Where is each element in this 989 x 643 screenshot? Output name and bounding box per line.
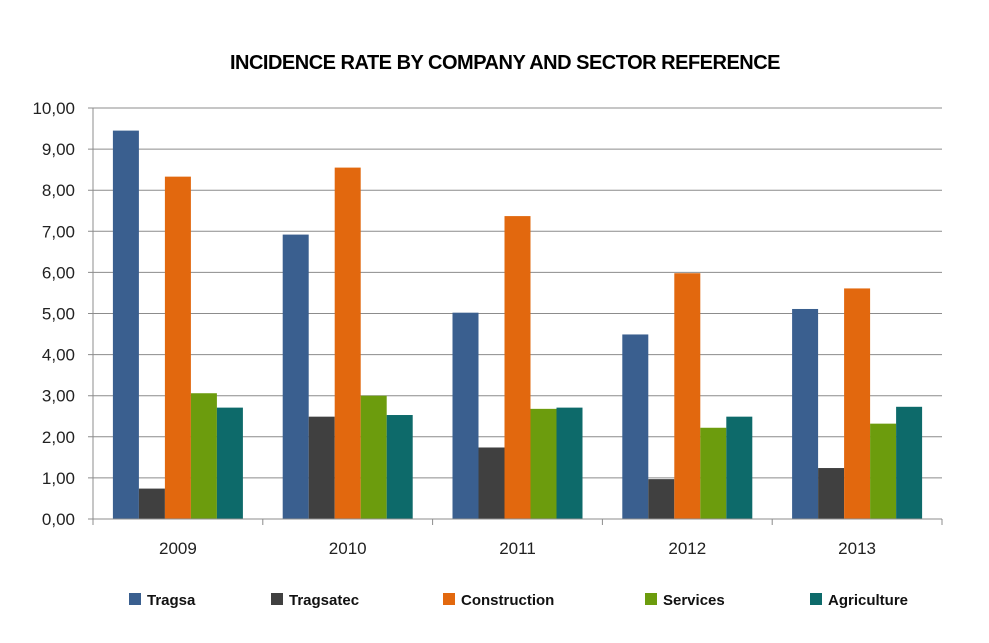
bar-services-2012 <box>700 427 727 519</box>
x-tick-label: 2010 <box>329 539 367 558</box>
bar-agriculture-2009 <box>216 407 243 519</box>
y-tick-label: 5,00 <box>42 305 75 324</box>
y-tick-label: 3,00 <box>42 387 75 406</box>
bar-construction-2011 <box>504 216 531 519</box>
bar-agriculture-2010 <box>386 415 413 519</box>
legend-label: Construction <box>461 592 554 609</box>
legend-label: Tragsa <box>147 592 196 609</box>
x-tick-label: 2011 <box>499 539 536 558</box>
legend-label: Tragsatec <box>289 592 359 609</box>
legend-swatch <box>645 593 657 605</box>
bar-tragsa-2012 <box>622 334 649 519</box>
legend-item-tragsa: Tragsa <box>129 592 196 609</box>
bar-construction-2009 <box>164 176 191 519</box>
bars <box>112 130 923 520</box>
legend: Tragsa Tragsatec Construction Services Agric… <box>129 592 908 609</box>
x-tick-label: 2012 <box>668 539 706 558</box>
bar-agriculture-2012 <box>726 416 753 519</box>
legend-swatch <box>810 593 822 605</box>
bar-tragsa-2013 <box>792 308 819 519</box>
legend-label: Agriculture <box>828 592 908 609</box>
bar-services-2011 <box>530 408 557 519</box>
bar-construction-2012 <box>674 273 701 519</box>
legend-item-agriculture: Agriculture <box>810 592 908 609</box>
chart-title: INCIDENCE RATE BY COMPANY AND SECTOR REF… <box>230 52 780 74</box>
bar-services-2010 <box>360 395 387 519</box>
bar-tragsatec-2011 <box>478 447 505 519</box>
bar-services-2009 <box>190 393 217 519</box>
y-axis-ticks: 0,00 1,00 2,00 3,00 4,00 5,00 6,00 7,00 8,00 9,00… <box>32 99 75 529</box>
bar-tragsatec-2013 <box>818 468 845 519</box>
y-tick-label: 0,00 <box>42 510 75 529</box>
y-tick-label: 1,00 <box>42 469 75 488</box>
bar-tragsa-2010 <box>282 234 309 519</box>
legend-item-services: Services <box>645 592 725 609</box>
legend-label: Services <box>663 592 725 609</box>
y-tick-label: 4,00 <box>42 346 75 365</box>
x-tick-label: 2013 <box>838 539 876 558</box>
legend-swatch <box>443 593 455 605</box>
y-tick-label: 6,00 <box>42 263 75 282</box>
bar-tragsa-2011 <box>452 312 479 519</box>
bar-agriculture-2013 <box>896 406 923 519</box>
y-tick-label: 9,00 <box>42 140 75 159</box>
bar-tragsa-2009 <box>112 130 139 520</box>
y-tick-label: 8,00 <box>42 181 75 200</box>
bar-agriculture-2011 <box>556 407 583 519</box>
bar-construction-2010 <box>334 167 361 519</box>
legend-item-construction: Construction <box>443 592 554 609</box>
bar-construction-2013 <box>844 288 871 519</box>
bar-tragsatec-2012 <box>648 479 675 519</box>
x-axis-ticks: 2009 2010 2011 2012 2013 <box>92 108 943 558</box>
bar-tragsatec-2009 <box>138 488 165 519</box>
bar-services-2013 <box>870 423 897 519</box>
y-tick-label: 7,00 <box>42 222 75 241</box>
legend-item-tragsatec: Tragsatec <box>271 592 359 609</box>
y-tick-label: 10,00 <box>32 99 75 118</box>
x-tick-label: 2009 <box>159 539 197 558</box>
y-tick-label: 2,00 <box>42 428 75 447</box>
legend-swatch <box>129 593 141 605</box>
bar-tragsatec-2010 <box>308 416 335 519</box>
legend-swatch <box>271 593 283 605</box>
